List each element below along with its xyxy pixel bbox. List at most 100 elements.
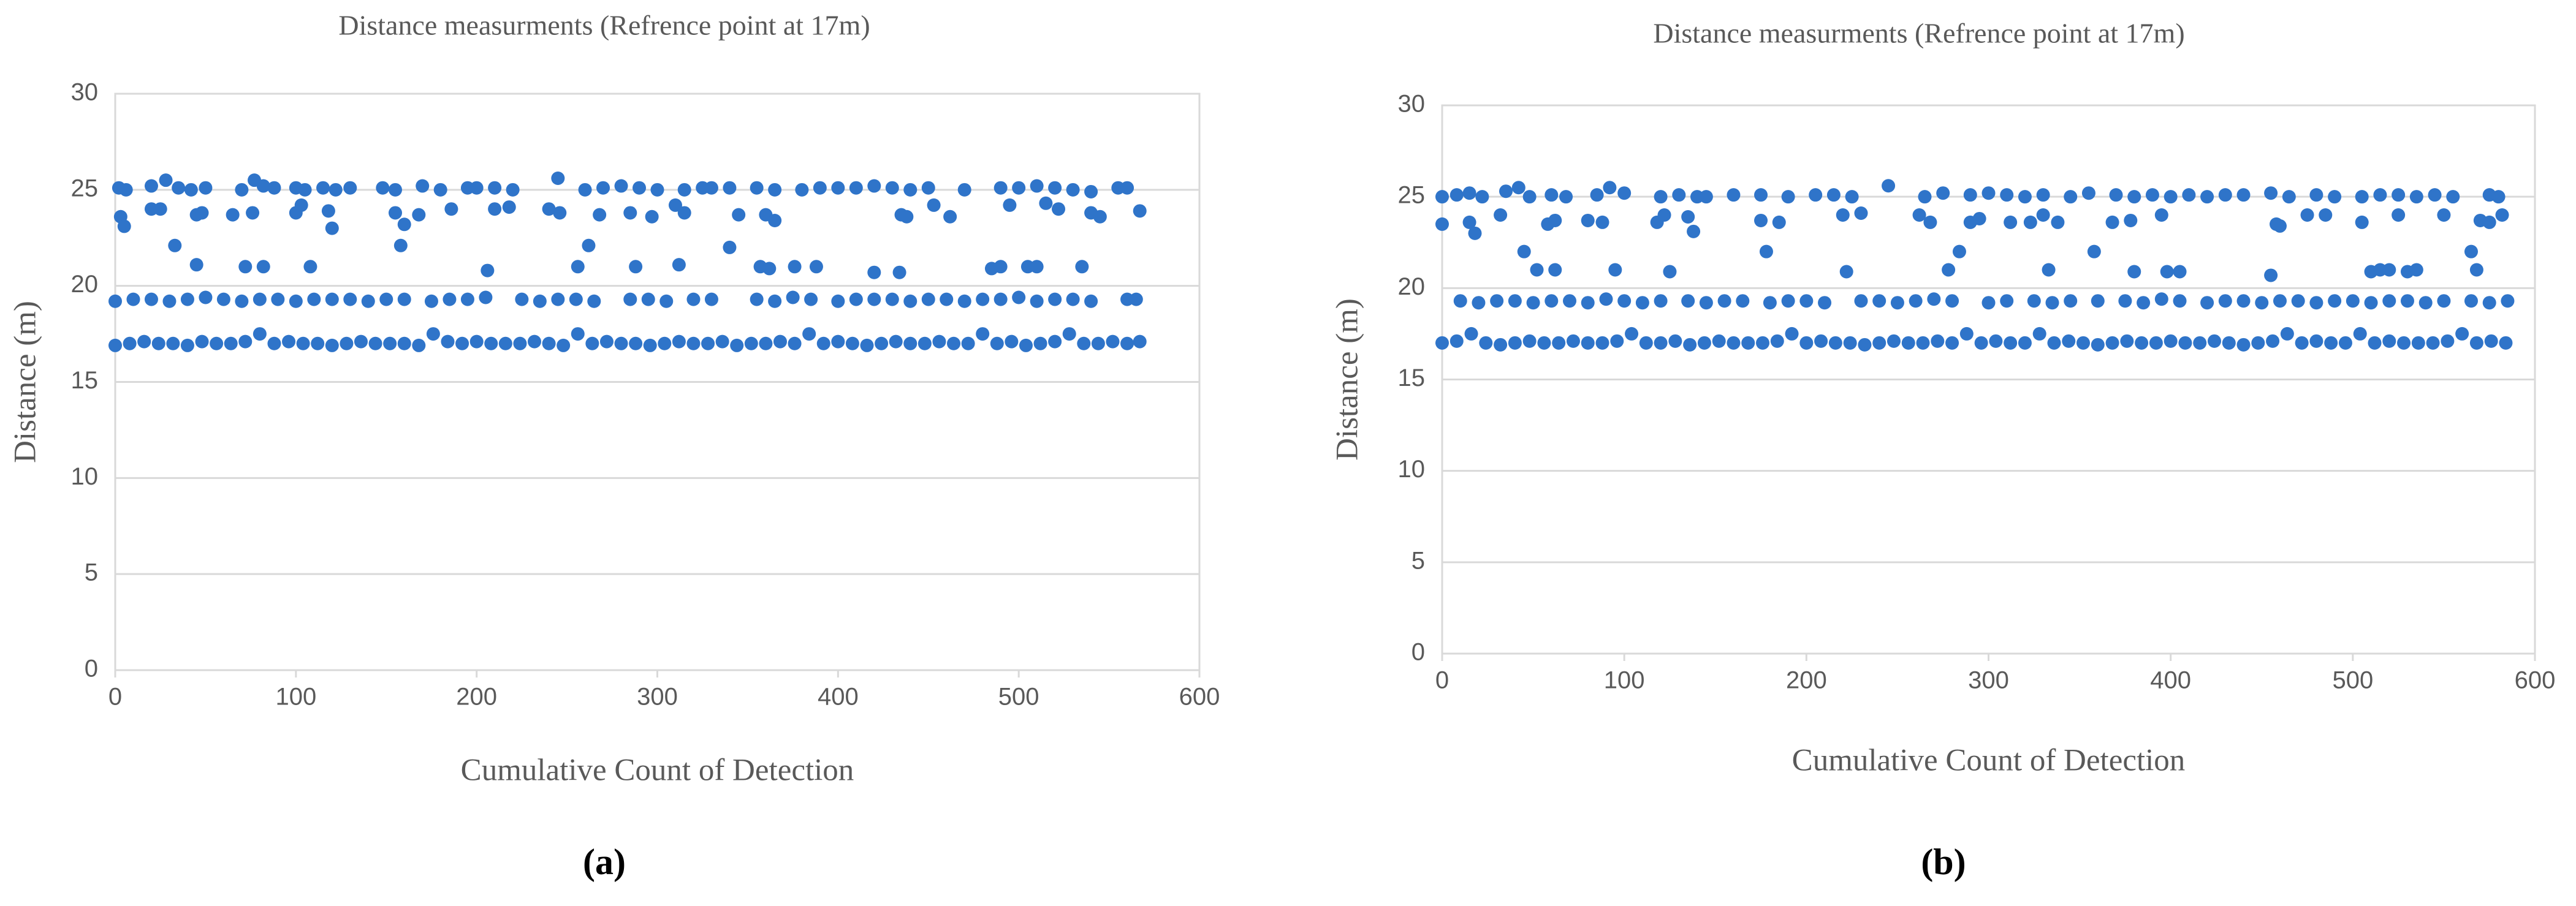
data-point <box>325 221 339 235</box>
data-point <box>2137 296 2151 310</box>
data-point <box>1763 296 1777 310</box>
data-point <box>195 334 209 349</box>
data-point <box>2392 208 2406 222</box>
data-point <box>484 336 498 350</box>
data-point <box>2124 213 2138 227</box>
data-point <box>303 260 317 274</box>
data-point <box>2411 336 2425 350</box>
data-point <box>860 338 874 352</box>
data-point <box>2469 336 2483 350</box>
data-point <box>976 327 990 341</box>
data-point <box>1872 294 1886 308</box>
data-point <box>119 183 133 197</box>
data-point <box>2309 296 2323 310</box>
y-tick-label: 30 <box>71 79 99 106</box>
data-point <box>1599 292 1613 306</box>
data-point <box>750 181 764 195</box>
data-point <box>1012 181 1026 195</box>
data-point <box>641 292 655 306</box>
data-point <box>271 292 285 306</box>
data-point <box>704 181 718 195</box>
data-point <box>307 292 321 306</box>
data-point <box>2018 190 2032 204</box>
data-point <box>2109 188 2123 202</box>
data-point <box>701 336 715 350</box>
data-point <box>614 336 628 350</box>
data-point <box>1581 336 1595 350</box>
data-point <box>2218 188 2232 202</box>
data-point <box>2499 336 2513 350</box>
data-point <box>2437 294 2451 308</box>
x-tick-label: 100 <box>275 684 316 711</box>
data-point <box>1435 336 1449 350</box>
data-point <box>513 336 527 350</box>
data-point <box>455 336 469 350</box>
data-point <box>2295 336 2309 350</box>
data-point <box>2193 336 2207 350</box>
data-point <box>533 294 547 308</box>
data-point <box>1517 244 1531 259</box>
data-point <box>1727 188 1741 202</box>
data-point <box>1537 336 1551 350</box>
data-point <box>2178 336 2192 350</box>
data-point <box>1681 294 1695 308</box>
data-point <box>2382 263 2396 277</box>
data-point <box>2154 208 2168 222</box>
data-point <box>2437 208 2451 222</box>
data-point <box>2291 294 2305 308</box>
data-point <box>645 210 659 224</box>
y-tick-label: 20 <box>71 271 99 298</box>
data-point <box>1945 294 1959 308</box>
data-point <box>940 292 954 306</box>
data-point <box>2482 296 2496 310</box>
data-point <box>1931 334 1945 348</box>
data-point <box>2495 208 2509 222</box>
data-point <box>2149 336 2163 350</box>
data-point <box>932 334 946 349</box>
data-point <box>1462 215 1476 229</box>
data-point <box>296 336 310 350</box>
data-point <box>1559 190 1573 204</box>
data-point <box>686 292 701 306</box>
data-point <box>1854 206 1868 221</box>
data-point <box>412 208 426 222</box>
data-point <box>2255 296 2269 310</box>
data-point <box>2032 327 2046 341</box>
data-point <box>2087 244 2101 259</box>
data-point <box>677 183 691 197</box>
data-point <box>1511 181 1525 195</box>
data-point <box>1912 208 1926 222</box>
data-point <box>1683 338 1697 352</box>
data-point <box>994 292 1008 306</box>
data-point <box>1989 334 2003 348</box>
data-point <box>1610 334 1624 348</box>
data-point <box>506 183 520 197</box>
data-point <box>1712 334 1726 348</box>
data-point <box>768 183 782 197</box>
data-point <box>715 334 729 349</box>
data-point <box>2338 336 2352 350</box>
data-point <box>441 334 455 349</box>
data-point <box>900 210 914 224</box>
data-point <box>144 292 158 306</box>
data-point <box>1595 336 1609 350</box>
data-point <box>2484 334 2498 348</box>
x-tick-label: 300 <box>637 684 678 711</box>
data-point <box>329 183 343 197</box>
data-point <box>426 327 440 341</box>
data-point <box>1697 336 1711 350</box>
x-tick-label: 600 <box>2515 667 2556 694</box>
data-point <box>1981 186 1996 200</box>
data-point <box>903 294 918 308</box>
data-point <box>1435 190 1449 204</box>
data-point <box>388 206 402 220</box>
data-point <box>1462 186 1476 200</box>
x-axis-label: Cumulative Count of Detection <box>1792 744 2186 778</box>
data-point <box>2382 334 2396 348</box>
data-point <box>488 181 502 195</box>
data-point <box>2482 215 2496 229</box>
data-point <box>444 202 458 216</box>
data-point <box>1681 210 1695 224</box>
data-point <box>1717 294 1731 308</box>
